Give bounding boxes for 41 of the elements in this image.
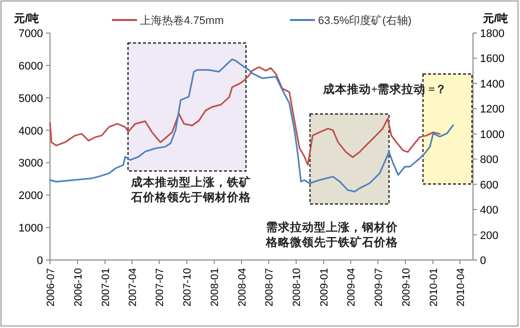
y-tick-label: 3000: [18, 158, 43, 170]
y2-tick-label: 1400: [480, 78, 504, 90]
x-tick-label: 2008-04: [236, 268, 248, 307]
x-tick-label: 2007-04: [126, 268, 139, 307]
x-tick-label: 2009-07: [372, 268, 385, 307]
y-tick-label: 4000: [18, 125, 43, 138]
y2-axis-title: 元/吨: [482, 12, 508, 25]
legend-label: 63.5%印度矿(右轴): [318, 14, 412, 27]
x-tick-label: 2006-07: [45, 268, 57, 307]
x-tick-label: 2007-07: [154, 268, 166, 307]
x-tick-label: 2010-04: [454, 268, 467, 307]
x-tick-label: 2007-10: [182, 268, 194, 307]
y2-tick-label: 0: [480, 255, 486, 267]
y2-tick-label: 1600: [480, 53, 504, 66]
y2-tick-label: 200: [480, 230, 498, 242]
x-tick-label: 2010-01: [428, 268, 440, 307]
x-tick-label: 2008-07: [264, 268, 276, 307]
y-axis-title: 元/吨: [13, 12, 40, 25]
y-tick-label: 0: [36, 255, 43, 267]
x-tick-label: 2008-10: [291, 268, 304, 307]
x-tick-label: 2009-10: [400, 268, 412, 307]
y-tick-label: 7000: [18, 28, 43, 40]
annotation: 需求拉动型上涨，钢材价格略微领先于铁矿石价格: [265, 220, 399, 249]
annotation: 成本推动型上涨，铁矿石价格领先于钢材价格: [130, 175, 252, 204]
y2-tick-label: 600: [480, 179, 498, 192]
x-tick-label: 2009-01: [318, 268, 331, 307]
y2-tick-label: 1200: [480, 104, 504, 116]
annotation: 成本推动+需求拉动 =？: [322, 82, 447, 96]
y2-tick-label: 1800: [480, 28, 504, 40]
y-tick-label: 6000: [18, 60, 43, 72]
x-tick-label: 2009-04: [346, 268, 358, 307]
y2-tick-label: 800: [480, 154, 498, 166]
y-tick-label: 2000: [18, 190, 43, 202]
x-tick-label: 2007-01: [100, 268, 112, 307]
legend-label: 上海热卷4.75mm: [140, 14, 224, 27]
y2-tick-label: 400: [480, 204, 498, 217]
x-tick-label: 2008-01: [209, 268, 222, 307]
y-tick-label: 1000: [18, 222, 43, 235]
x-tick-label: 2006-10: [72, 268, 85, 307]
y-tick-label: 5000: [18, 92, 43, 105]
y2-tick-label: 1000: [480, 128, 504, 141]
